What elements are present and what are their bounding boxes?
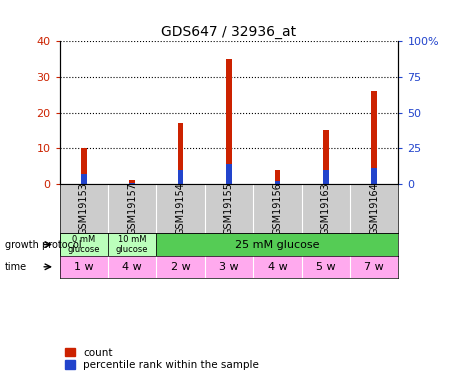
Title: GDS647 / 32936_at: GDS647 / 32936_at (161, 25, 297, 39)
Text: 1 w: 1 w (74, 262, 93, 272)
Bar (371, 91, 377, 184)
Bar (323, 170, 329, 184)
Text: growth protocol: growth protocol (5, 240, 81, 249)
Bar (108, 233, 156, 256)
Text: GSM19155: GSM19155 (224, 182, 234, 235)
Text: GSM19153: GSM19153 (79, 182, 89, 235)
Bar (129, 180, 135, 184)
Text: GSM19157: GSM19157 (127, 182, 137, 235)
Text: 10 mM
glucose: 10 mM glucose (116, 235, 148, 254)
Bar (274, 181, 280, 184)
Bar (81, 148, 87, 184)
Bar (178, 123, 184, 184)
Text: 0 mM
glucose: 0 mM glucose (67, 235, 100, 254)
Bar (323, 130, 329, 184)
Text: 4 w: 4 w (122, 262, 142, 272)
Bar (60, 233, 108, 256)
Text: 2 w: 2 w (171, 262, 191, 272)
Bar (178, 170, 184, 184)
Bar (226, 164, 232, 184)
Legend: count, percentile rank within the sample: count, percentile rank within the sample (65, 348, 259, 370)
Text: GSM19163: GSM19163 (321, 182, 331, 235)
Bar (156, 233, 398, 256)
Text: GSM19154: GSM19154 (175, 182, 185, 235)
Text: time: time (5, 262, 27, 272)
Bar (274, 170, 280, 184)
Text: GSM19164: GSM19164 (369, 182, 379, 235)
Bar (129, 183, 135, 184)
Text: GSM19156: GSM19156 (273, 182, 283, 235)
Bar (226, 59, 232, 184)
Bar (81, 174, 87, 184)
Text: 3 w: 3 w (219, 262, 239, 272)
Text: 7 w: 7 w (365, 262, 384, 272)
Text: 5 w: 5 w (316, 262, 336, 272)
Bar (371, 168, 377, 184)
Text: 25 mM glucose: 25 mM glucose (235, 240, 320, 249)
Text: 4 w: 4 w (267, 262, 287, 272)
